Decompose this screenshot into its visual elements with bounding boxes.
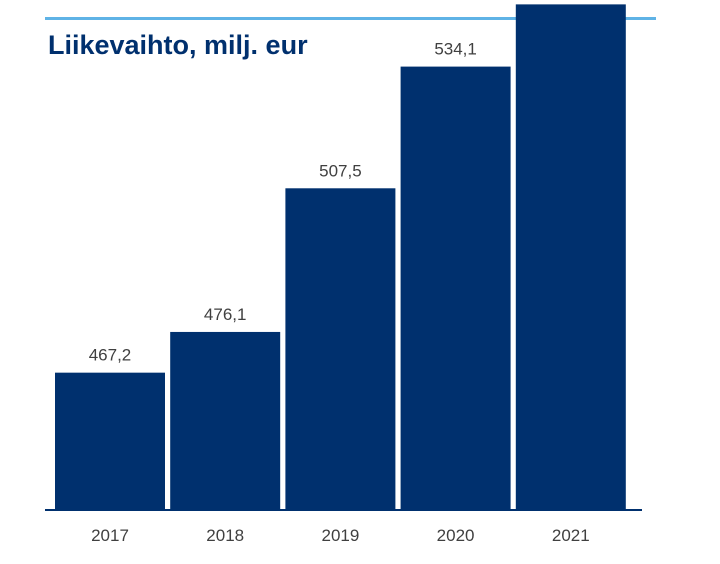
value-label-2017: 467,2 bbox=[89, 346, 132, 365]
bar-2020 bbox=[400, 66, 511, 509]
x-tick-labels-group: 2017 2018 2019 2020 2021 bbox=[91, 526, 590, 545]
bar-2018 bbox=[170, 331, 281, 509]
x-tick-2019: 2019 bbox=[321, 526, 359, 545]
bar-2021 bbox=[515, 4, 626, 509]
bars-group bbox=[55, 4, 626, 510]
value-label-2019: 507,5 bbox=[319, 161, 362, 180]
x-tick-2018: 2018 bbox=[206, 526, 244, 545]
bar-2019 bbox=[285, 188, 396, 510]
chart-title: Liikevaihto, milj. eur bbox=[48, 30, 308, 60]
x-tick-2021: 2021 bbox=[552, 526, 590, 545]
value-label-2018: 476,1 bbox=[204, 305, 247, 324]
top-accent-rule bbox=[45, 17, 656, 20]
bar-2017 bbox=[55, 372, 165, 509]
value-label-2020: 534,1 bbox=[434, 40, 477, 59]
x-tick-2020: 2020 bbox=[437, 526, 475, 545]
x-tick-2017: 2017 bbox=[91, 526, 129, 545]
